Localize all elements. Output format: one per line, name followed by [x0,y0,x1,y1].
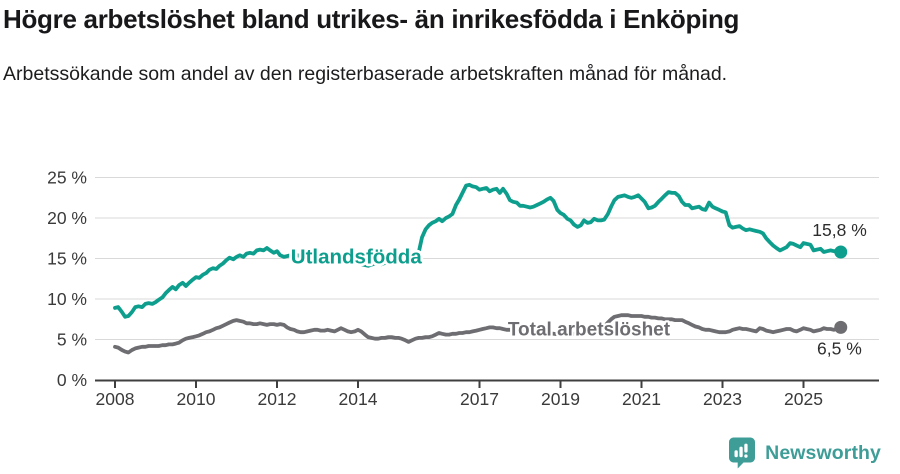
newsworthy-logo-icon [729,437,756,469]
x-axis-tick-label: 2014 [339,389,378,409]
brand-name: Newsworthy [765,441,881,464]
series-line-0 [113,182,843,319]
x-axis-tick-label: 2023 [703,389,742,409]
x-axis-tick-label: 2021 [622,389,661,409]
series-end-value-label-0: 15,8 % [812,220,866,240]
chart-title: Högre arbetslöshet bland utrikes- än inr… [3,4,740,34]
y-axis-tick-label: 10 % [47,289,87,309]
y-axis-tick-label: 15 % [47,249,87,269]
y-axis-tick-label: 20 % [47,208,87,228]
y-axis-tick-label: 0 % [57,370,87,390]
series-end-value-label-1: 6,5 % [817,338,862,358]
x-axis-tick-label: 2025 [784,389,823,409]
series-line-1 [113,313,843,355]
y-axis-tick-label: 25 % [47,168,87,188]
brand-footer: Newsworthy [728,437,881,469]
x-axis-tick-label: 2017 [460,389,499,409]
x-axis-tick-label: 2012 [258,389,297,409]
x-axis-tick-label: 2010 [177,389,216,409]
x-axis-tick-label: 2008 [96,389,135,409]
series-label-0: Utlandsfödda [291,245,423,268]
series-label-1: Total arbetslöshet [508,320,671,341]
series-end-dot-0 [834,245,848,259]
y-axis-tick-label: 5 % [57,330,87,350]
x-axis-tick-label: 2019 [541,389,580,409]
series-end-dot-1 [834,320,848,334]
chart-subtitle: Arbetssökande som andel av den registerb… [3,63,728,85]
